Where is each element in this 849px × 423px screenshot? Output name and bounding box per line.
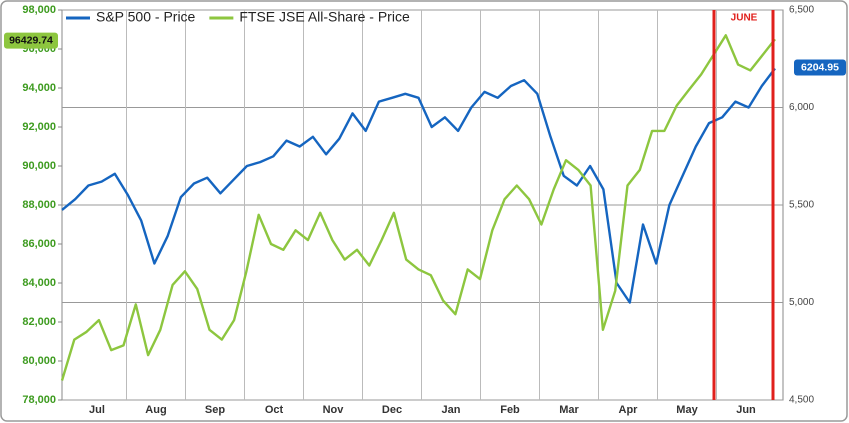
end-label: 6204.95 [801, 61, 839, 73]
y-tick-label: 78,000 [22, 394, 56, 406]
x-tick-label: Jul [89, 404, 105, 416]
x-tick-label: Oct [265, 404, 284, 416]
x-tick-label: Aug [145, 404, 166, 416]
y2-tick-label: 6,000 [789, 102, 814, 113]
y-tick-label: 90,000 [22, 160, 56, 172]
annotation: JUNE [731, 13, 758, 24]
y-tick-label: 94,000 [22, 82, 56, 94]
x-tick-label: Jan [442, 404, 461, 416]
y2-tick-label: 5,000 [789, 297, 814, 308]
y-tick-label: 86,000 [22, 238, 56, 250]
y-tick-label: 80,000 [22, 355, 56, 367]
legend-label: S&P 500 - Price [96, 9, 196, 25]
x-tick-label: Feb [500, 404, 520, 416]
y-tick-label: 88,000 [22, 199, 56, 211]
end-label: 96429.74 [9, 34, 53, 46]
x-tick-label: Jun [736, 404, 756, 416]
x-tick-label: Apr [619, 404, 639, 416]
y2-tick-label: 5,500 [789, 200, 814, 211]
y-tick-label: 82,000 [22, 316, 56, 328]
x-tick-label: Sep [205, 404, 225, 416]
x-tick-label: May [676, 404, 698, 416]
x-tick-label: Nov [323, 404, 345, 416]
end-badge [4, 32, 58, 49]
series-line [60, 34, 776, 381]
end-badge [794, 59, 846, 76]
series-line [61, 67, 776, 304]
y-tick-label: 98,000 [22, 4, 56, 16]
x-tick-label: Dec [382, 404, 402, 416]
y2-tick-label: 4,500 [789, 395, 814, 406]
y-tick-label: 84,000 [22, 277, 56, 289]
y-tick-label: 92,000 [22, 121, 56, 133]
legend-label: FTSE JSE All-Share - Price [239, 9, 410, 25]
x-tick-label: Mar [559, 404, 579, 416]
y2-tick-label: 6,500 [789, 5, 814, 16]
